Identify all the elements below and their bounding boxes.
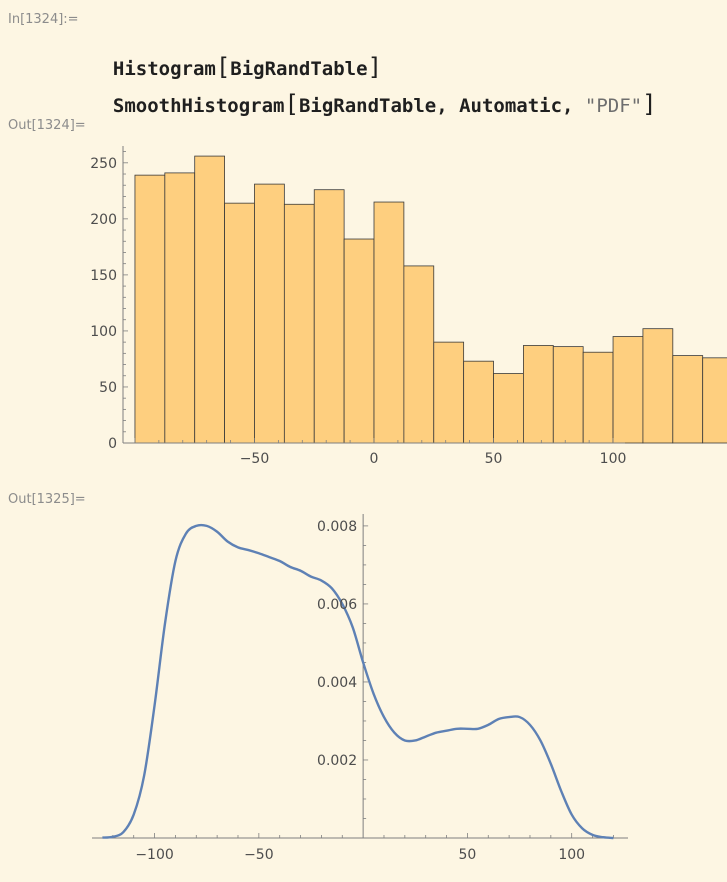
close-bracket: ] — [642, 90, 657, 118]
open-bracket: [ — [215, 53, 231, 81]
output-cell-label-1: Out[1324]= — [8, 118, 86, 133]
y-tick-label: 150 — [90, 268, 117, 284]
histogram-bar — [164, 172, 196, 444]
y-tick-label: 0.006 — [317, 597, 357, 613]
histogram-bar — [283, 203, 315, 444]
output-cell-label-2: Out[1325]= — [8, 492, 86, 507]
close-bracket: ] — [367, 53, 383, 81]
histogram-bar — [194, 155, 225, 444]
histogram-bar — [642, 328, 674, 444]
y-tick-label: 50 — [99, 380, 117, 396]
argument: BigRandTable — [230, 58, 368, 80]
histogram-bar — [343, 238, 375, 444]
pdf-curve — [102, 523, 614, 840]
function-name: Histogram — [112, 58, 216, 80]
input-cell-label: In[1324]:= — [8, 12, 79, 27]
arguments: BigRandTable, Automatic, — [298, 95, 585, 117]
histogram-bar — [582, 351, 614, 444]
x-tick-label: 50 — [458, 847, 476, 863]
string-argument: "PDF" — [584, 95, 643, 117]
y-tick-label: 200 — [90, 212, 117, 228]
y-tick-label: 100 — [90, 324, 117, 340]
histogram-bar — [463, 360, 494, 444]
histogram-bar — [403, 265, 435, 444]
histogram-bar — [313, 189, 345, 444]
x-tick-label: 0 — [370, 451, 379, 467]
x-tick-label: −50 — [240, 451, 270, 467]
histogram-bar — [254, 183, 285, 444]
y-tick-label: 0.004 — [317, 675, 357, 691]
x-tick-label: −100 — [135, 847, 173, 863]
x-tick-label: 100 — [558, 847, 585, 863]
histogram-bar — [134, 174, 166, 444]
input-code-line-1[interactable]: Histogram[BigRandTable] — [90, 33, 382, 80]
function-name: SmoothHistogram — [112, 95, 285, 117]
y-tick-label: 0.002 — [317, 753, 357, 769]
histogram-bar — [224, 202, 255, 444]
y-tick-label: 250 — [90, 156, 117, 172]
histogram-bar — [493, 373, 524, 444]
histogram-bar — [702, 357, 727, 444]
histogram-bar — [612, 336, 644, 444]
x-tick-label: 50 — [485, 451, 503, 467]
histogram-chart[interactable]: 0 50 100 150 200 250 −50 0 50 100 — [0, 140, 727, 475]
histogram-bar — [552, 346, 584, 444]
smooth-histogram-chart[interactable]: 0.002 0.004 0.006 0.008 −100 −50 50 100 — [0, 505, 727, 882]
histogram-bar — [523, 345, 554, 444]
y-tick-label: 0 — [108, 436, 117, 452]
x-tick-label: 100 — [600, 451, 627, 467]
histogram-bar — [433, 341, 465, 444]
histogram-bar — [373, 201, 405, 444]
histogram-bar — [672, 355, 704, 444]
y-tick-label: 0.008 — [317, 519, 357, 535]
x-tick-label: −50 — [244, 847, 274, 863]
open-bracket: [ — [284, 90, 299, 118]
input-code-line-2[interactable]: SmoothHistogram[BigRandTable, Automatic,… — [90, 70, 657, 117]
